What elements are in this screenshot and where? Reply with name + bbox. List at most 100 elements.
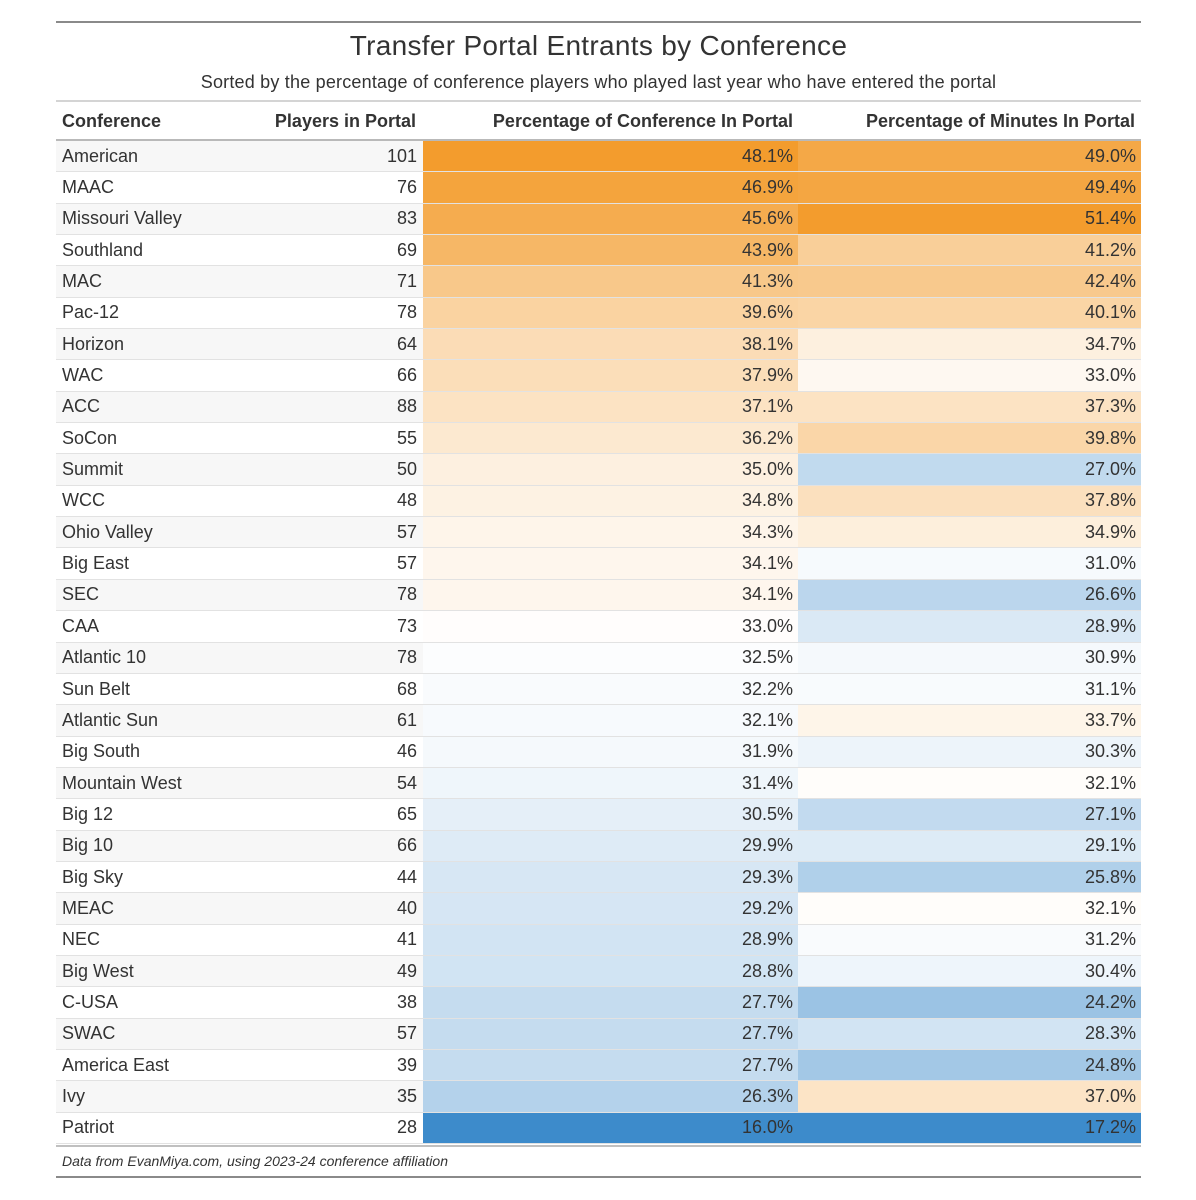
conference-cell: WCC [62, 490, 105, 511]
players-cell: 57 [396, 1023, 417, 1044]
pct-conference-cell: 34.8% [423, 485, 798, 517]
conference-cell: SoCon [62, 427, 118, 448]
top-rule [56, 21, 1141, 23]
players-cell: 39 [396, 1054, 417, 1075]
pct-minutes-cell: 40.1% [798, 297, 1141, 329]
pct-minutes-cell: 30.4% [798, 955, 1141, 987]
pct-minutes-cell: 30.3% [798, 736, 1141, 767]
table-row: Big West 49 28.8% 30.4% [56, 955, 1141, 988]
conference-cell: ACC [62, 396, 101, 417]
conference-cell: Sun Belt [62, 678, 131, 699]
table-row: Ohio Valley 57 34.3% 34.9% [56, 517, 1141, 549]
players-cell: 65 [396, 803, 417, 824]
conference-cell: Atlantic Sun [62, 709, 159, 730]
conference-cell: SWAC [62, 1023, 116, 1044]
table-row: Missouri Valley 83 45.6% 51.4% [56, 203, 1141, 236]
players-cell: 83 [396, 208, 417, 229]
table-row: MEAC 40 29.2% 32.1% [56, 893, 1141, 925]
pct-conference-cell: 45.6% [423, 203, 798, 235]
players-cell: 88 [396, 396, 417, 417]
players-cell: 66 [396, 365, 417, 386]
pct-minutes-cell: 37.3% [798, 391, 1141, 423]
players-cell: 48 [396, 490, 417, 511]
table-row: ACC 88 37.1% 37.3% [56, 391, 1141, 424]
table-row: MAAC 76 46.9% 49.4% [56, 172, 1141, 204]
pct-conference-cell: 48.1% [423, 141, 798, 172]
conference-cell: Summit [62, 459, 124, 480]
players-cell: 64 [396, 333, 417, 354]
players-cell: 40 [396, 897, 417, 918]
conference-cell: Patriot [62, 1117, 115, 1138]
table-row: Southland 69 43.9% 41.2% [56, 235, 1141, 267]
pct-conference-cell: 43.9% [423, 235, 798, 266]
table-row: Sun Belt 68 32.2% 31.1% [56, 673, 1141, 706]
pct-minutes-cell: 30.9% [798, 642, 1141, 673]
table-row: Big East 57 34.1% 31.0% [56, 548, 1141, 580]
players-cell: 35 [396, 1085, 417, 1106]
pct-conference-cell: 35.0% [423, 454, 798, 485]
pct-minutes-cell: 34.7% [798, 329, 1141, 360]
pct-conference-cell: 32.1% [423, 705, 798, 736]
pct-conference-cell: 34.1% [423, 548, 798, 579]
header-conference: Conference [62, 111, 162, 131]
pct-minutes-cell: 31.0% [798, 548, 1141, 579]
conference-cell: C-USA [62, 991, 119, 1012]
pct-minutes-cell: 29.1% [798, 830, 1141, 861]
conference-cell: Ohio Valley [62, 521, 153, 542]
conference-cell: Mountain West [62, 772, 182, 793]
players-cell: 78 [396, 647, 417, 668]
players-cell: 55 [396, 427, 417, 448]
table-row: C-USA 38 27.7% 24.2% [56, 987, 1141, 1019]
players-cell: 78 [396, 584, 417, 605]
table-row: America East 39 27.7% 24.8% [56, 1049, 1141, 1082]
pct-minutes-cell: 51.4% [798, 203, 1141, 235]
players-cell: 28 [396, 1117, 417, 1138]
pct-conference-cell: 32.2% [423, 673, 798, 705]
players-cell: 41 [396, 929, 417, 950]
table-row: SoCon 55 36.2% 39.8% [56, 423, 1141, 455]
pct-minutes-cell: 32.1% [798, 893, 1141, 924]
pct-minutes-cell: 42.4% [798, 266, 1141, 297]
pct-minutes-cell: 17.2% [798, 1112, 1141, 1143]
players-cell: 50 [396, 459, 417, 480]
conference-cell: WAC [62, 365, 104, 386]
pct-conference-cell: 39.6% [423, 297, 798, 329]
pct-minutes-cell: 28.9% [798, 611, 1141, 642]
table-row: NEC 41 28.9% 31.2% [56, 924, 1141, 956]
chart-title: Transfer Portal Entrants by Conference [349, 30, 848, 61]
pct-conference-cell: 34.1% [423, 579, 798, 611]
conference-cell: Missouri Valley [62, 208, 182, 229]
pct-conference-cell: 29.9% [423, 830, 798, 861]
conference-cell: Southland [62, 239, 144, 260]
conference-cell: Big East [62, 553, 130, 574]
players-cell: 69 [396, 239, 417, 260]
pct-conference-cell: 34.3% [423, 517, 798, 548]
players-cell: 57 [396, 553, 417, 574]
table-row: CAA 73 33.0% 28.9% [56, 611, 1141, 643]
pct-minutes-cell: 32.1% [798, 767, 1141, 799]
pct-minutes-cell: 31.2% [798, 924, 1141, 955]
pct-minutes-cell: 24.2% [798, 987, 1141, 1018]
footer-rule [56, 1145, 1141, 1147]
pct-conference-cell: 26.3% [423, 1081, 798, 1112]
players-cell: 44 [396, 866, 417, 887]
conference-cell: CAA [62, 615, 100, 636]
pct-conference-cell: 38.1% [423, 329, 798, 360]
conference-cell: Ivy [62, 1085, 86, 1106]
players-cell: 49 [396, 960, 417, 981]
conference-cell: MAC [62, 271, 102, 292]
table-header: Conference Players in Portal Percentage … [56, 100, 1141, 141]
conference-cell: MAAC [62, 177, 115, 198]
table-row: Big 10 66 29.9% 29.1% [56, 830, 1141, 862]
pct-conference-cell: 31.4% [423, 767, 798, 799]
table-row: WCC 48 34.8% 37.8% [56, 485, 1141, 518]
conference-cell: America East [62, 1054, 170, 1075]
players-cell: 46 [396, 741, 417, 762]
pct-minutes-cell: 49.4% [798, 172, 1141, 203]
pct-conference-cell: 29.3% [423, 861, 798, 893]
pct-conference-cell: 27.7% [423, 1018, 798, 1049]
pct-minutes-cell: 34.9% [798, 517, 1141, 548]
table-row: Big 12 65 30.5% 27.1% [56, 799, 1141, 831]
players-cell: 38 [396, 991, 417, 1012]
pct-conference-cell: 37.1% [423, 391, 798, 423]
